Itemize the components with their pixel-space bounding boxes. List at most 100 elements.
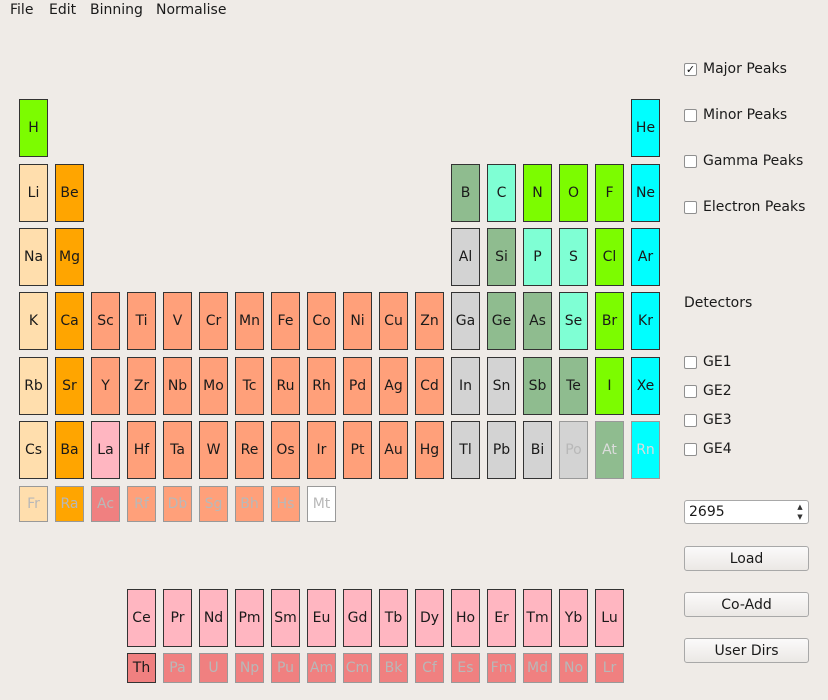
element-hg[interactable]: Hg <box>415 421 444 479</box>
major-peaks-checkbox[interactable]: ✓ Major Peaks <box>684 61 787 77</box>
element-os[interactable]: Os <box>271 421 300 479</box>
element-dy[interactable]: Dy <box>415 589 444 647</box>
element-pt[interactable]: Pt <box>343 421 372 479</box>
element-ho[interactable]: Ho <box>451 589 480 647</box>
element-f[interactable]: F <box>595 164 624 222</box>
element-te[interactable]: Te <box>559 357 588 415</box>
element-v[interactable]: V <box>163 292 192 350</box>
element-h[interactable]: H <box>19 99 48 157</box>
element-s[interactable]: S <box>559 228 588 286</box>
element-ba[interactable]: Ba <box>55 421 84 479</box>
element-w[interactable]: W <box>199 421 228 479</box>
menu-binning[interactable]: Binning <box>90 2 143 18</box>
element-si[interactable]: Si <box>487 228 516 286</box>
element-nb[interactable]: Nb <box>163 357 192 415</box>
element-mg[interactable]: Mg <box>55 228 84 286</box>
detector-ge2-checkbox[interactable]: GE2 <box>684 383 732 399</box>
element-zr[interactable]: Zr <box>127 357 156 415</box>
element-be[interactable]: Be <box>55 164 84 222</box>
element-c[interactable]: C <box>487 164 516 222</box>
element-y[interactable]: Y <box>91 357 120 415</box>
element-zn[interactable]: Zn <box>415 292 444 350</box>
element-kr[interactable]: Kr <box>631 292 660 350</box>
element-ni[interactable]: Ni <box>343 292 372 350</box>
element-la[interactable]: La <box>91 421 120 479</box>
element-mo[interactable]: Mo <box>199 357 228 415</box>
element-ca[interactable]: Ca <box>55 292 84 350</box>
element-ti[interactable]: Ti <box>127 292 156 350</box>
element-tc[interactable]: Tc <box>235 357 264 415</box>
detector-ge4-checkbox[interactable]: GE4 <box>684 441 732 457</box>
element-sb[interactable]: Sb <box>523 357 552 415</box>
element-sc[interactable]: Sc <box>91 292 120 350</box>
element-fe[interactable]: Fe <box>271 292 300 350</box>
run-number-input[interactable] <box>685 501 793 523</box>
element-nd[interactable]: Nd <box>199 589 228 647</box>
element-cd[interactable]: Cd <box>415 357 444 415</box>
element-au[interactable]: Au <box>379 421 408 479</box>
checkbox-box[interactable] <box>684 200 697 214</box>
minor-peaks-checkbox[interactable]: Minor Peaks <box>684 107 787 123</box>
spin-up-icon[interactable]: ▲ <box>797 503 803 511</box>
element-er[interactable]: Er <box>487 589 516 647</box>
checkbox-box[interactable] <box>684 384 697 398</box>
element-ga[interactable]: Ga <box>451 292 480 350</box>
element-eu[interactable]: Eu <box>307 589 336 647</box>
element-tb[interactable]: Tb <box>379 589 408 647</box>
electron-peaks-checkbox[interactable]: Electron Peaks <box>684 199 805 215</box>
element-pr[interactable]: Pr <box>163 589 192 647</box>
element-hf[interactable]: Hf <box>127 421 156 479</box>
load-button[interactable]: Load <box>684 546 809 571</box>
element-in[interactable]: In <box>451 357 480 415</box>
element-mn[interactable]: Mn <box>235 292 264 350</box>
element-ta[interactable]: Ta <box>163 421 192 479</box>
element-i[interactable]: I <box>595 357 624 415</box>
element-cr[interactable]: Cr <box>199 292 228 350</box>
element-tm[interactable]: Tm <box>523 589 552 647</box>
element-ru[interactable]: Ru <box>271 357 300 415</box>
checkbox-box[interactable] <box>684 442 697 456</box>
element-n[interactable]: N <box>523 164 552 222</box>
element-re[interactable]: Re <box>235 421 264 479</box>
element-o[interactable]: O <box>559 164 588 222</box>
element-rb[interactable]: Rb <box>19 357 48 415</box>
element-al[interactable]: Al <box>451 228 480 286</box>
element-gd[interactable]: Gd <box>343 589 372 647</box>
element-ce[interactable]: Ce <box>127 589 156 647</box>
element-as[interactable]: As <box>523 292 552 350</box>
element-sn[interactable]: Sn <box>487 357 516 415</box>
menu-edit[interactable]: Edit <box>49 2 77 18</box>
element-se[interactable]: Se <box>559 292 588 350</box>
element-na[interactable]: Na <box>19 228 48 286</box>
checkbox-box[interactable] <box>684 108 697 122</box>
user-dirs-button[interactable]: User Dirs <box>684 638 809 663</box>
element-xe[interactable]: Xe <box>631 357 660 415</box>
gamma-peaks-checkbox[interactable]: Gamma Peaks <box>684 153 803 169</box>
element-he[interactable]: He <box>631 99 660 157</box>
element-br[interactable]: Br <box>595 292 624 350</box>
element-ag[interactable]: Ag <box>379 357 408 415</box>
element-lu[interactable]: Lu <box>595 589 624 647</box>
detector-ge3-checkbox[interactable]: GE3 <box>684 412 732 428</box>
element-tl[interactable]: Tl <box>451 421 480 479</box>
element-cs[interactable]: Cs <box>19 421 48 479</box>
run-number-spinbox[interactable]: ▲ ▼ <box>684 500 809 524</box>
element-ir[interactable]: Ir <box>307 421 336 479</box>
element-ge[interactable]: Ge <box>487 292 516 350</box>
element-co[interactable]: Co <box>307 292 336 350</box>
element-p[interactable]: P <box>523 228 552 286</box>
element-b[interactable]: B <box>451 164 480 222</box>
checkbox-box[interactable]: ✓ <box>684 62 697 76</box>
element-sr[interactable]: Sr <box>55 357 84 415</box>
element-pb[interactable]: Pb <box>487 421 516 479</box>
menu-normalise[interactable]: Normalise <box>156 2 227 18</box>
checkbox-box[interactable] <box>684 154 697 168</box>
element-pd[interactable]: Pd <box>343 357 372 415</box>
detector-ge1-checkbox[interactable]: GE1 <box>684 354 732 370</box>
element-li[interactable]: Li <box>19 164 48 222</box>
element-sm[interactable]: Sm <box>271 589 300 647</box>
menu-file[interactable]: File <box>10 2 34 18</box>
element-cl[interactable]: Cl <box>595 228 624 286</box>
element-ne[interactable]: Ne <box>631 164 660 222</box>
element-rh[interactable]: Rh <box>307 357 336 415</box>
